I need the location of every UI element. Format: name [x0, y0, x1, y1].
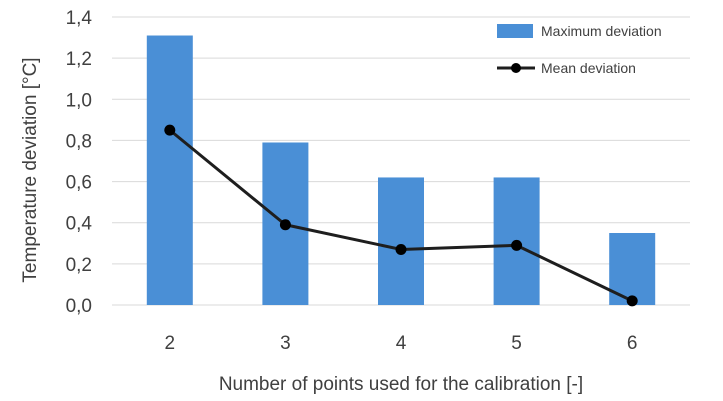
- legend-label-maximum-deviation: Maximum deviation: [541, 23, 662, 39]
- x-tick-label: 4: [396, 333, 407, 354]
- y-tick-label: 0,6: [66, 173, 92, 194]
- legend-label-mean-deviation: Mean deviation: [541, 60, 636, 76]
- x-axis-ticks: 2 3 4 5 6: [165, 333, 638, 354]
- y-axis-title: Temperature deviation [°C]: [20, 57, 41, 282]
- bar-maximum-deviation: [146, 35, 193, 306]
- y-tick-label: 1,0: [66, 90, 92, 111]
- x-tick-label: 6: [627, 333, 638, 354]
- y-tick-label: 0,2: [66, 255, 92, 276]
- x-tick-label: 3: [280, 333, 291, 354]
- y-tick-label: 0,8: [66, 131, 92, 152]
- line-series: [164, 124, 638, 307]
- y-tick-label: 0,4: [66, 214, 93, 235]
- legend-marker-mean-deviation: [511, 63, 521, 73]
- point-mean-deviation: [279, 219, 291, 231]
- x-tick-label: 5: [511, 333, 522, 354]
- y-axis-ticks: 0,0 0,2 0,4 0,6 0,8 1,0 1,2 1,4: [66, 8, 93, 317]
- point-mean-deviation: [164, 124, 176, 136]
- y-tick-label: 1,2: [66, 49, 92, 70]
- legend: Maximum deviation Mean deviation: [497, 23, 662, 76]
- point-mean-deviation: [511, 239, 523, 251]
- x-axis-title: Number of points used for the calibratio…: [219, 374, 583, 395]
- x-tick-label: 2: [165, 333, 176, 354]
- point-mean-deviation: [395, 243, 407, 255]
- y-tick-label: 0,0: [66, 296, 92, 317]
- point-mean-deviation: [626, 295, 638, 307]
- y-tick-label: 1,4: [66, 8, 93, 29]
- legend-swatch-maximum-deviation: [497, 24, 533, 38]
- bar-maximum-deviation: [378, 177, 424, 305]
